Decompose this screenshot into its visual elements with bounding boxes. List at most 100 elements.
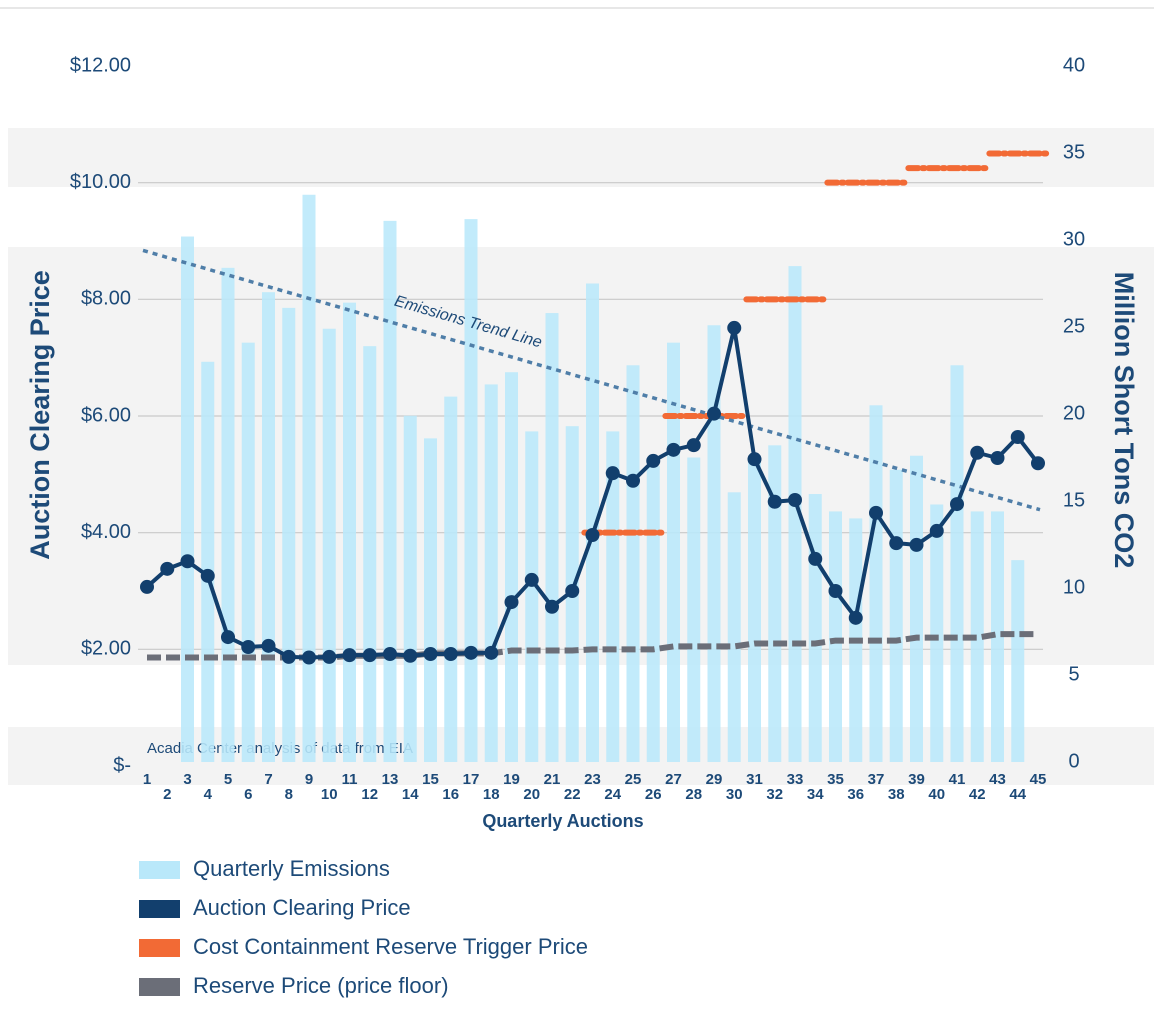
emission-bar xyxy=(484,384,498,762)
emission-bar xyxy=(1011,560,1025,762)
emission-bar xyxy=(363,346,377,762)
y2-tick-label: 15 xyxy=(1063,489,1085,511)
y2-tick-label: 40 xyxy=(1063,54,1085,76)
x-tick-label: 3 xyxy=(183,771,191,788)
y2-tick-label: 20 xyxy=(1063,402,1085,424)
emission-bar xyxy=(403,415,417,762)
x-tick-label: 34 xyxy=(807,786,824,803)
legend-swatch xyxy=(139,900,180,918)
legend-swatch xyxy=(139,861,180,879)
emission-bar xyxy=(991,511,1004,762)
x-tick-label: 6 xyxy=(244,786,252,803)
y-tick-label: $4.00 xyxy=(81,521,131,543)
x-tick-label: 41 xyxy=(949,771,966,788)
emission-bar xyxy=(424,438,437,762)
price-point xyxy=(504,595,519,610)
plot-gap xyxy=(138,187,1043,247)
x-tick-label: 43 xyxy=(989,771,1006,788)
emission-bar xyxy=(444,396,458,762)
price-point xyxy=(646,453,661,468)
price-point xyxy=(869,505,883,520)
x-tick-label: 28 xyxy=(685,786,702,803)
x-tick-label: 9 xyxy=(305,771,313,788)
emission-bar xyxy=(950,365,964,762)
price-point xyxy=(524,572,539,587)
x-tick-label: 31 xyxy=(746,771,763,788)
price-point xyxy=(160,561,175,576)
emission-bar xyxy=(322,328,336,762)
x-tick-label: 12 xyxy=(361,786,378,803)
price-point xyxy=(889,536,904,551)
x-tick-label: 44 xyxy=(1009,786,1026,803)
emission-bar xyxy=(606,431,620,762)
price-point xyxy=(565,584,580,598)
price-point xyxy=(464,645,478,660)
legend-label: Reserve Price (price floor) xyxy=(193,973,449,998)
x-tick-label: 13 xyxy=(382,771,399,788)
x-tick-label: 24 xyxy=(604,786,621,803)
emission-bar xyxy=(383,220,397,763)
x-tick-label: 38 xyxy=(888,786,905,803)
emission-bar xyxy=(586,283,599,762)
x-tick-label: 17 xyxy=(463,771,480,788)
price-point xyxy=(200,568,215,583)
x-tick-label: 35 xyxy=(827,771,844,788)
price-point xyxy=(221,630,235,645)
x-tick-label: 2 xyxy=(163,786,171,803)
emission-bar xyxy=(829,511,842,762)
x-tick-label: 1 xyxy=(143,771,151,788)
x-tick-label: 21 xyxy=(544,771,561,788)
emission-bar xyxy=(687,457,701,762)
legend-label: Quarterly Emissions xyxy=(193,856,390,881)
emission-bar xyxy=(970,511,984,762)
price-point xyxy=(808,551,823,566)
x-tick-label: 36 xyxy=(847,786,864,803)
price-point xyxy=(848,610,863,625)
emission-bar xyxy=(707,325,721,762)
price-point xyxy=(990,451,1005,465)
x-tick-label: 23 xyxy=(584,771,601,788)
price-point xyxy=(342,648,357,663)
x-tick-label: 40 xyxy=(928,786,945,803)
price-point xyxy=(545,599,559,614)
x-tick-label: 39 xyxy=(908,771,925,788)
emission-bar xyxy=(727,492,741,762)
emission-bar xyxy=(808,494,822,762)
price-point xyxy=(929,523,944,538)
price-point xyxy=(828,584,843,598)
price-point xyxy=(241,640,256,654)
emission-bar xyxy=(181,236,194,762)
x-tick-label: 15 xyxy=(422,771,439,788)
price-point xyxy=(403,648,418,663)
y-tick-label: $2.00 xyxy=(81,638,131,660)
y-tick-label: $10.00 xyxy=(70,171,131,193)
emission-bar xyxy=(910,455,923,762)
y2-tick-label: 35 xyxy=(1063,141,1085,163)
x-tick-label: 42 xyxy=(969,786,986,803)
emission-bar xyxy=(505,372,518,762)
legend-label: Auction Clearing Price xyxy=(193,895,411,920)
price-point xyxy=(970,445,985,460)
x-tick-label: 19 xyxy=(503,771,520,788)
x-tick-label: 45 xyxy=(1030,771,1047,788)
price-point xyxy=(666,442,681,457)
x-tick-label: 22 xyxy=(564,786,581,803)
legend-swatch xyxy=(139,978,180,996)
price-point xyxy=(443,647,458,661)
x-tick-label: 5 xyxy=(224,771,232,788)
emission-bar xyxy=(545,313,559,762)
price-point xyxy=(909,537,924,552)
emission-bar xyxy=(525,431,539,762)
x-tick-label: 18 xyxy=(483,786,500,803)
emission-bar xyxy=(343,302,356,762)
x-tick-label: 27 xyxy=(665,771,682,788)
x-tick-label: 10 xyxy=(321,786,338,803)
x-tick-label: 8 xyxy=(285,786,293,803)
x-axis-title: Quarterly Auctions xyxy=(482,811,643,831)
price-point xyxy=(626,473,640,488)
y-tick-label: $8.00 xyxy=(81,288,131,310)
reserve-price-line xyxy=(147,631,1038,661)
price-point xyxy=(727,320,742,335)
price-point xyxy=(605,466,620,481)
